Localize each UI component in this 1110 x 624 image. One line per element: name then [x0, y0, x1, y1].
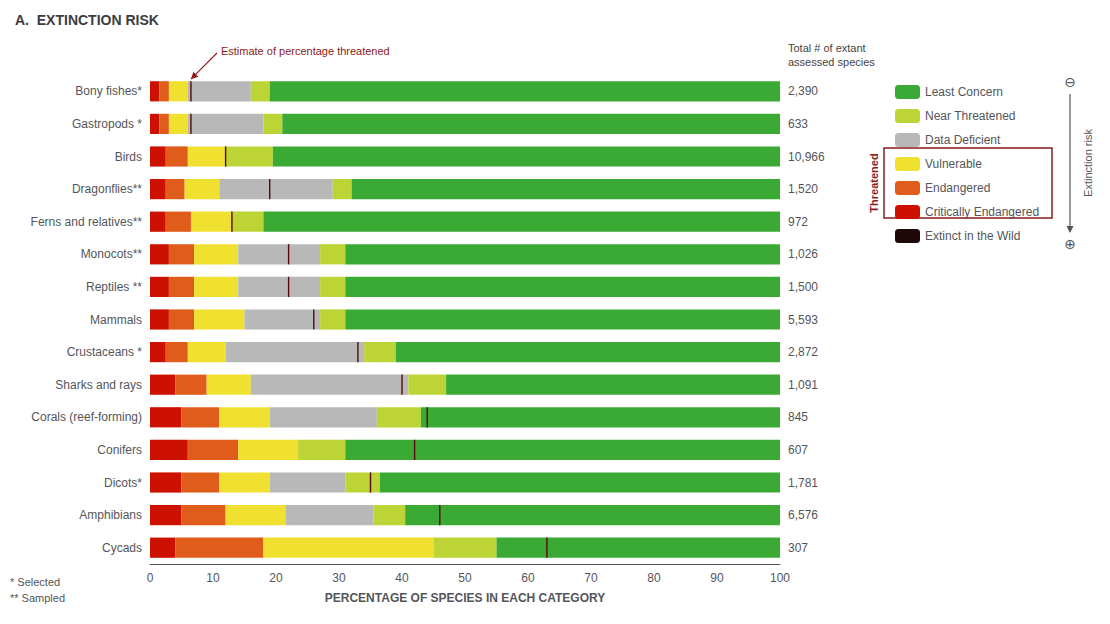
svg-text:Cycads: Cycads	[102, 541, 142, 555]
svg-text:20: 20	[269, 571, 283, 585]
svg-text:10: 10	[206, 571, 220, 585]
svg-text:1,781: 1,781	[788, 476, 818, 490]
svg-text:Mammals: Mammals	[90, 313, 142, 327]
svg-text:5,593: 5,593	[788, 313, 818, 327]
svg-text:Total # of extant: Total # of extant	[788, 42, 866, 54]
svg-text:80: 80	[647, 571, 661, 585]
svg-text:Dicots*: Dicots*	[104, 476, 142, 490]
svg-text:1,500: 1,500	[788, 280, 818, 294]
svg-text:633: 633	[788, 117, 808, 131]
svg-text:Near Threatened: Near Threatened	[925, 109, 1016, 123]
svg-text:* Selected: * Selected	[10, 576, 60, 588]
svg-text:1,520: 1,520	[788, 182, 818, 196]
svg-text:10,966: 10,966	[788, 150, 825, 164]
svg-text:90: 90	[710, 571, 724, 585]
svg-text:** Sampled: ** Sampled	[10, 592, 65, 604]
svg-text:Threatened: Threatened	[868, 153, 880, 212]
svg-text:Amphibians: Amphibians	[79, 508, 142, 522]
svg-text:307: 307	[788, 541, 808, 555]
svg-text:assessed species: assessed species	[788, 56, 875, 68]
svg-text:⊖: ⊖	[1064, 74, 1076, 90]
svg-text:Reptiles **: Reptiles **	[86, 280, 142, 294]
svg-text:Critically Endangered: Critically Endangered	[925, 205, 1039, 219]
svg-text:100: 100	[770, 571, 790, 585]
svg-text:845: 845	[788, 410, 808, 424]
svg-text:Sharks and rays: Sharks and rays	[55, 378, 142, 392]
svg-text:0: 0	[147, 571, 154, 585]
svg-text:Crustaceans *: Crustaceans *	[67, 345, 143, 359]
svg-text:A. EXTINCTION RISK: A. EXTINCTION RISK	[15, 12, 159, 28]
svg-text:Data Deficient: Data Deficient	[925, 133, 1001, 147]
svg-text:Endangered: Endangered	[925, 181, 990, 195]
svg-text:Conifers: Conifers	[97, 443, 142, 457]
svg-text:30: 30	[332, 571, 346, 585]
svg-text:50: 50	[458, 571, 472, 585]
svg-text:40: 40	[395, 571, 409, 585]
svg-text:Gastropods *: Gastropods *	[72, 117, 142, 131]
svg-text:607: 607	[788, 443, 808, 457]
svg-text:70: 70	[584, 571, 598, 585]
svg-text:1,026: 1,026	[788, 247, 818, 261]
svg-text:Extinction risk: Extinction risk	[1082, 129, 1094, 197]
svg-text:Birds: Birds	[115, 150, 142, 164]
svg-text:2,872: 2,872	[788, 345, 818, 359]
svg-text:60: 60	[521, 571, 535, 585]
svg-text:PERCENTAGE OF SPECIES IN EACH: PERCENTAGE OF SPECIES IN EACH CATEGORY	[325, 591, 605, 605]
svg-text:Extinct in the Wild: Extinct in the Wild	[925, 229, 1020, 243]
svg-text:Dragonflies**: Dragonflies**	[72, 182, 142, 196]
svg-text:Monocots**: Monocots**	[81, 247, 143, 261]
svg-text:Estimate of percentage threate: Estimate of percentage threatened	[221, 45, 390, 57]
svg-text:1,091: 1,091	[788, 378, 818, 392]
svg-text:Bony fishes*: Bony fishes*	[75, 84, 142, 98]
svg-text:Ferns and relatives**: Ferns and relatives**	[31, 215, 143, 229]
svg-text:6,576: 6,576	[788, 508, 818, 522]
svg-text:Least Concern: Least Concern	[925, 85, 1003, 99]
svg-text:⊕: ⊕	[1064, 236, 1076, 252]
svg-text:Vulnerable: Vulnerable	[925, 157, 982, 171]
svg-text:972: 972	[788, 215, 808, 229]
svg-text:2,390: 2,390	[788, 84, 818, 98]
svg-text:Corals (reef-forming): Corals (reef-forming)	[31, 410, 142, 424]
